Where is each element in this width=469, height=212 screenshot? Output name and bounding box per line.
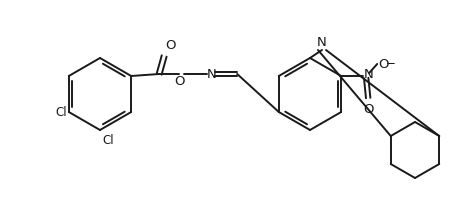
- Text: O: O: [378, 57, 389, 71]
- Text: −: −: [386, 57, 396, 70]
- Text: Cl: Cl: [102, 134, 113, 147]
- Text: O: O: [174, 75, 184, 88]
- Text: O: O: [165, 39, 176, 52]
- Text: N: N: [317, 36, 327, 49]
- Text: N: N: [364, 67, 374, 81]
- Text: Cl: Cl: [55, 106, 67, 119]
- Text: O: O: [363, 103, 373, 116]
- Text: N: N: [207, 67, 217, 81]
